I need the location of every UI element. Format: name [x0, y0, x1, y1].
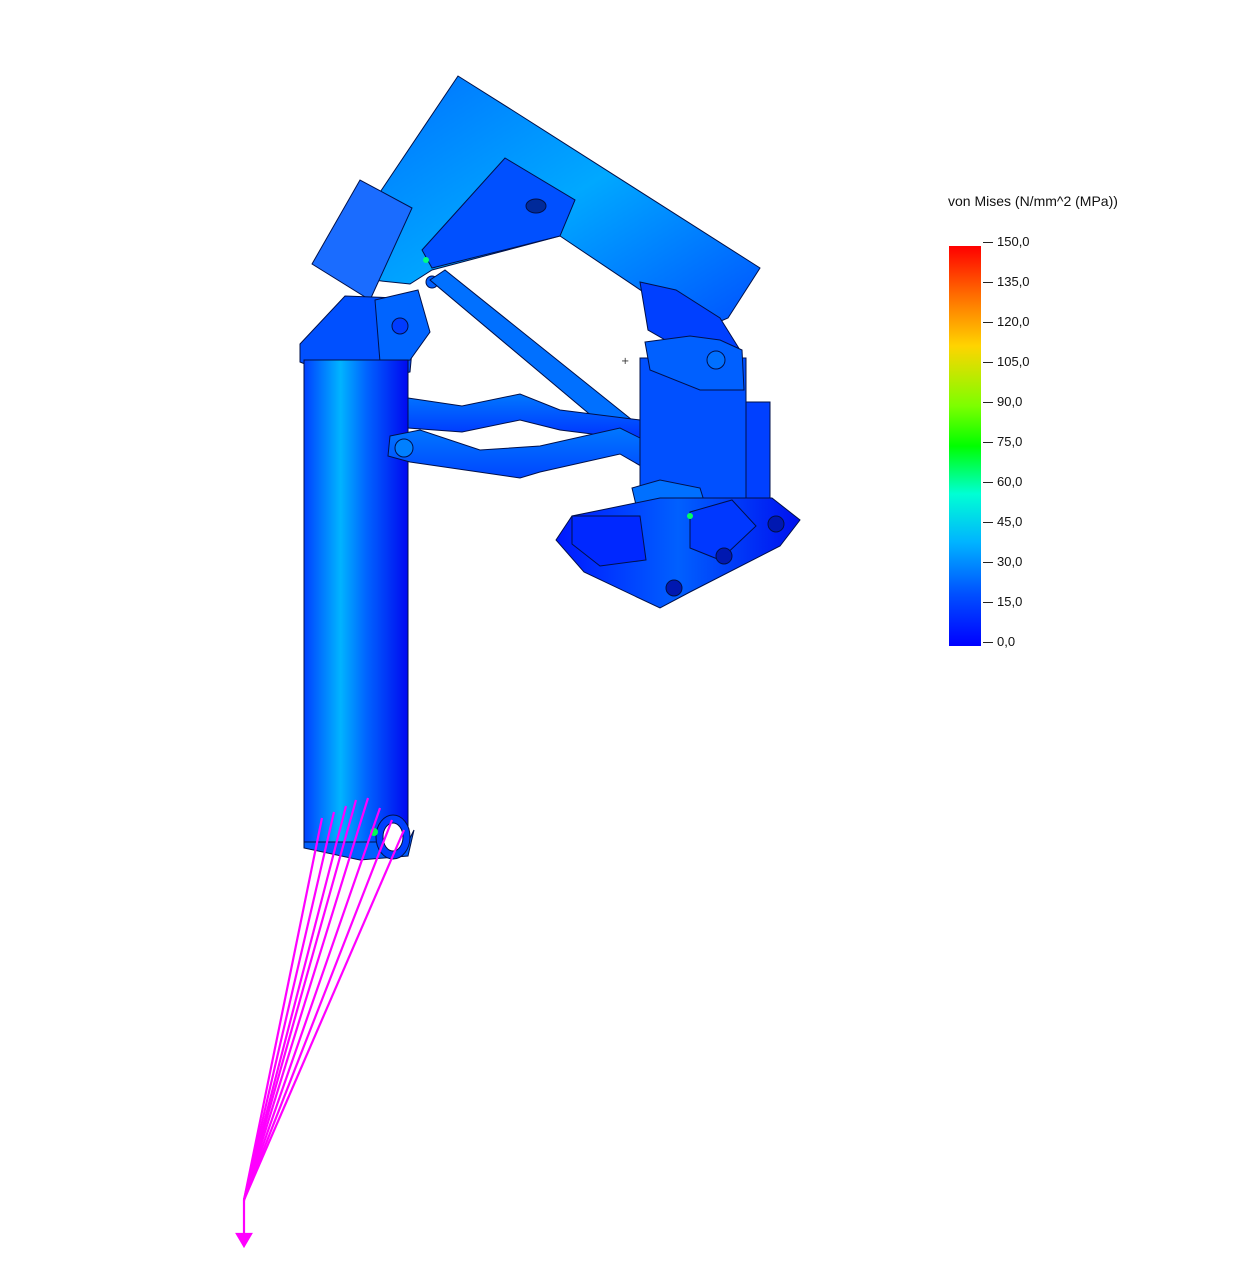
colorbar: [949, 246, 981, 646]
colorbar-tick-label: 135,0: [983, 274, 1030, 289]
colorbar-tick-label: 45,0: [983, 514, 1022, 529]
load-line: [242, 811, 336, 1201]
load-arrow-head: [235, 1232, 253, 1249]
frame-model: [299, 75, 801, 861]
triad-marker: +: [621, 356, 629, 367]
colorbar-tick-label: 90,0: [983, 394, 1022, 409]
base-plate: [555, 497, 801, 609]
colorbar-tick-label: 15,0: [983, 594, 1022, 609]
colorbar-tick-label: 30,0: [983, 554, 1022, 569]
colorbar-tick-label: 120,0: [983, 314, 1030, 329]
load-line: [242, 805, 348, 1201]
legend-title: von Mises (N/mm^2 (MPa)): [948, 193, 1118, 209]
load-line: [242, 817, 324, 1201]
load-line: [242, 819, 394, 1201]
colorbar-tick-label: 105,0: [983, 354, 1030, 369]
colorbar-tick-label: 60,0: [983, 474, 1022, 489]
svg-text:+: +: [621, 356, 629, 367]
load-line: [242, 829, 406, 1201]
colorbar-tick-label: 150,0: [983, 234, 1030, 249]
right-post: [631, 335, 771, 531]
remote-load[interactable]: [235, 797, 406, 1249]
load-line: [242, 799, 358, 1201]
colorbar-tick-label: 0,0: [983, 634, 1015, 649]
load-line: [242, 807, 382, 1201]
load-line: [242, 797, 370, 1201]
colorbar-tick-label: 75,0: [983, 434, 1022, 449]
